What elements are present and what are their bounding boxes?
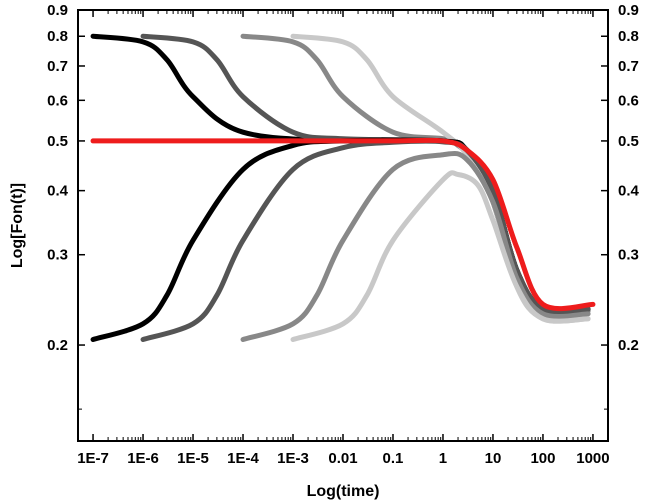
series-line-9 <box>90 137 596 312</box>
y-tick-label-right: 0.5 <box>618 133 639 150</box>
series-line-3 <box>240 33 591 316</box>
y-tick-label-left: 0.4 <box>47 183 69 200</box>
y-tick-label-left: 0.2 <box>47 337 68 354</box>
y-tick-label-right: 0.4 <box>618 183 640 200</box>
y-tick-label-left: 0.3 <box>47 247 68 264</box>
series-line-2 <box>140 33 591 315</box>
y-tick-label-right: 0.3 <box>618 247 639 264</box>
x-axis-title: Log(time) <box>307 483 380 500</box>
x-tick-label: 1 <box>439 450 447 467</box>
x-tick-label: 0.01 <box>328 450 357 467</box>
y-tick-label-left: 0.7 <box>47 58 68 75</box>
y-axis-title: Log[Fon(t)] <box>9 183 26 268</box>
tick-layer: 1E-7 1E-6 1E-5 1E-4 1E-3 0.01 0.1 1 10 100 1000 0.2… <box>47 2 639 467</box>
plot-frame <box>77 9 609 442</box>
series-line-7 <box>240 150 591 343</box>
series-line-6 <box>140 138 591 343</box>
x-tick-label: 1E-7 <box>77 450 109 467</box>
x-tick-label: 100 <box>530 450 555 467</box>
y-tick-label-left: 0.8 <box>47 28 68 45</box>
y-tick-label-right: 0.8 <box>618 28 639 45</box>
series-layer <box>90 33 596 343</box>
x-tick-label: 0.1 <box>383 450 404 467</box>
y-tick-label-left: 0.9 <box>47 2 68 19</box>
y-tick-label-left: 0.5 <box>47 133 68 150</box>
x-tick-label: 1000 <box>576 450 609 467</box>
x-tick-label: 1E-5 <box>177 450 209 467</box>
y-tick-label-left: 0.6 <box>47 92 68 109</box>
x-tick-label: 1E-3 <box>277 450 309 467</box>
series-line-8 <box>290 170 591 343</box>
x-tick-label: 10 <box>485 450 502 467</box>
y-tick-label-right: 0.9 <box>618 2 639 19</box>
x-tick-label: 1E-6 <box>127 450 159 467</box>
y-tick-label-right: 0.7 <box>618 58 639 75</box>
x-tick-label: 1E-4 <box>227 450 259 467</box>
y-tick-label-right: 0.2 <box>618 337 639 354</box>
y-tick-label-right: 0.6 <box>618 92 639 109</box>
